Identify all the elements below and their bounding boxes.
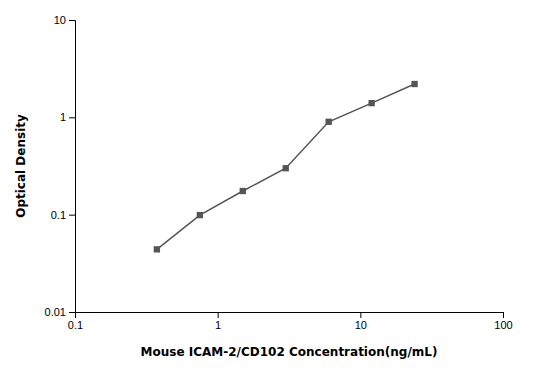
x-axis-tick-label: 0.1 bbox=[68, 319, 83, 331]
x-axis-tick: 10 bbox=[355, 312, 367, 331]
data-point bbox=[283, 165, 289, 171]
data-line bbox=[157, 84, 415, 249]
x-axis-tick-mark bbox=[360, 312, 361, 318]
data-point bbox=[326, 119, 332, 125]
x-axis-domain bbox=[76, 313, 504, 319]
data-point bbox=[240, 188, 246, 194]
x-axis-tick-label: 1 bbox=[215, 319, 221, 331]
data-point bbox=[197, 212, 203, 218]
x-axis-tick-mark bbox=[218, 312, 219, 318]
y-axis-tick-mark bbox=[69, 312, 75, 313]
y-axis-title: Optical Density bbox=[14, 114, 28, 218]
chart-svg: 0.11101000.010.1110Mouse ICAM-2/CD102 Co… bbox=[0, 0, 533, 372]
y-axis-tick-mark bbox=[69, 215, 75, 216]
x-axis-tick: 1 bbox=[215, 312, 221, 331]
y-axis-tick: 0.1 bbox=[51, 209, 75, 221]
data-point bbox=[154, 246, 160, 252]
y-axis-tick-mark bbox=[69, 20, 75, 21]
x-axis-tick: 0.1 bbox=[68, 312, 83, 331]
y-axis-tick-mark bbox=[69, 117, 75, 118]
y-axis-domain bbox=[69, 21, 76, 313]
x-axis-title: Mouse ICAM-2/CD102 Concentration(ng/mL) bbox=[141, 345, 438, 359]
y-axis-tick-label: 1 bbox=[60, 111, 66, 123]
x-axis-tick: 100 bbox=[494, 312, 512, 331]
data-point bbox=[368, 100, 374, 106]
y-axis-tick: 1 bbox=[60, 111, 75, 123]
plot: 0.11101000.010.1110Mouse ICAM-2/CD102 Co… bbox=[14, 14, 513, 359]
chart-container: 0.11101000.010.1110Mouse ICAM-2/CD102 Co… bbox=[0, 0, 533, 372]
x-axis-tick-mark bbox=[503, 312, 504, 318]
data-layer bbox=[154, 81, 418, 253]
y-axis-tick: 0.01 bbox=[45, 306, 75, 318]
y-axis-tick: 10 bbox=[54, 14, 75, 26]
x-axis: 0.1 1 10 100 bbox=[68, 312, 513, 331]
data-point bbox=[411, 81, 417, 87]
x-axis-tick-label: 100 bbox=[494, 319, 512, 331]
y-axis-tick-label: 0.01 bbox=[45, 306, 66, 318]
y-axis-tick-label: 0.1 bbox=[51, 209, 66, 221]
y-axis-tick-label: 10 bbox=[54, 14, 66, 26]
x-axis-tick-label: 10 bbox=[355, 319, 367, 331]
y-axis: 0.01 0.1 1 10 bbox=[45, 14, 76, 318]
